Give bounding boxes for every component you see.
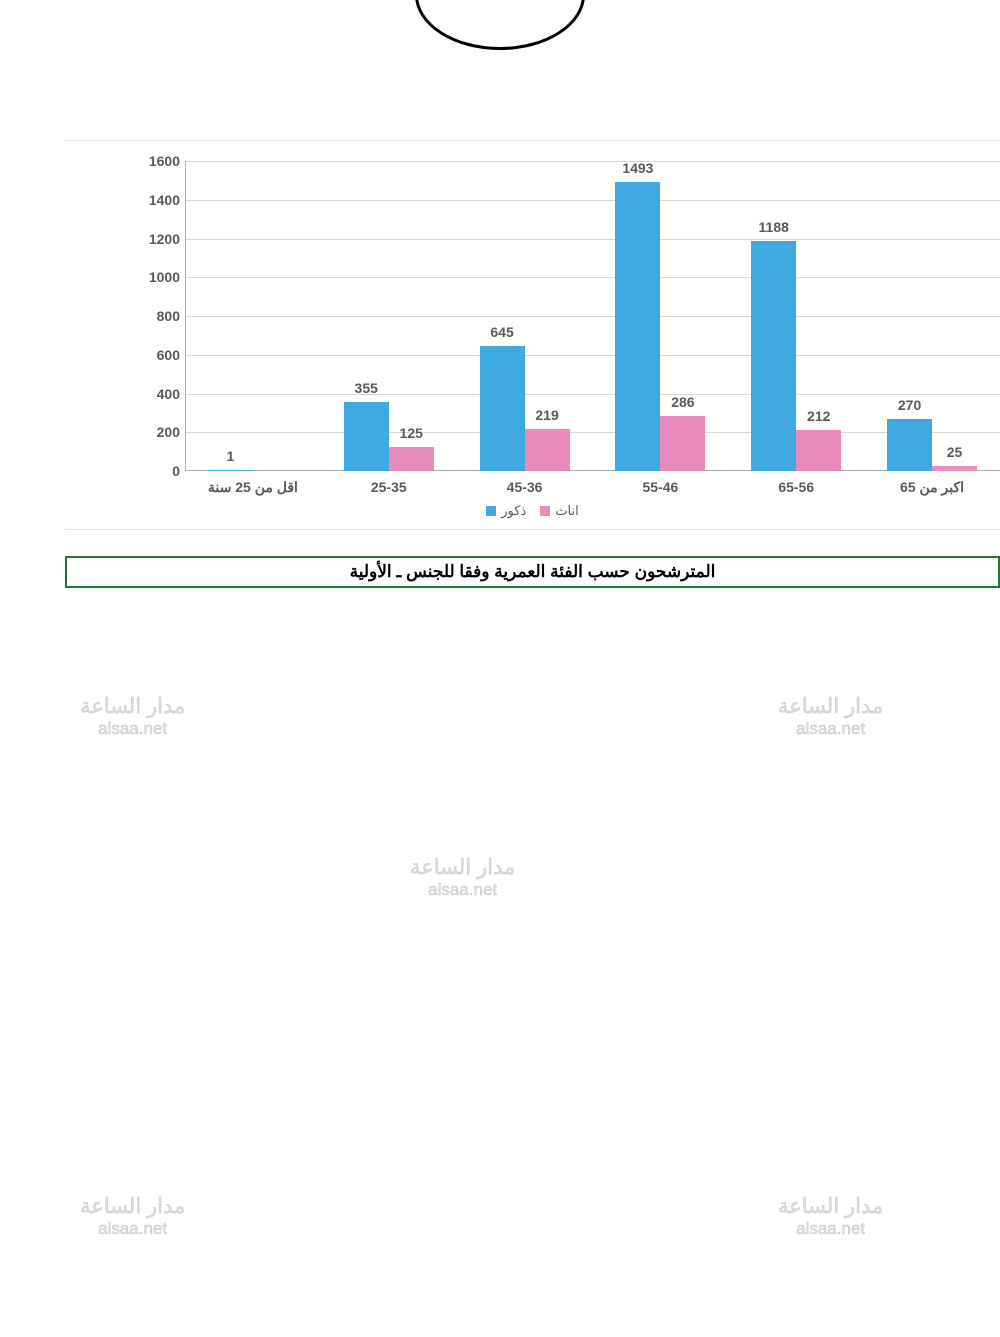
watermark-line1: مدار الساعة xyxy=(778,694,883,719)
chart-xtick: 45-36 xyxy=(457,479,593,496)
chart-bar-value-label: 645 xyxy=(490,324,513,340)
chart-bar-male: 355 xyxy=(344,402,389,471)
chart-ytick: 600 xyxy=(135,347,180,363)
chart-ytick: 1200 xyxy=(135,231,180,247)
chart-bar-value-label: 1188 xyxy=(759,219,789,235)
chart-ytick: 1000 xyxy=(135,269,180,285)
chart-bar-male: 1188 xyxy=(751,241,796,471)
watermark-line1: مدار الساعة xyxy=(80,1194,185,1219)
chart-xaxis-labels: اقل من 25 سنة25-3545-3655-4665-56اكبر من… xyxy=(185,479,1000,496)
watermark: مدار الساعةalsaa.net xyxy=(80,1194,185,1240)
chart-xtick: 65-56 xyxy=(728,479,864,496)
chart-ytick: 1600 xyxy=(135,153,180,169)
watermark: مدار الساعةalsaa.net xyxy=(778,1194,883,1240)
chart-ytick: 200 xyxy=(135,424,180,440)
chart-bar-pair: 355125 xyxy=(321,402,457,471)
chart-bar-female: 212 xyxy=(796,430,841,471)
watermark: مدار الساعةalsaa.net xyxy=(410,855,515,901)
chart-bar-female: 219 xyxy=(525,429,570,471)
watermark-line2: alsaa.net xyxy=(80,1219,185,1239)
chart-bar-male: 645 xyxy=(480,346,525,471)
chart-bar-pair: 1493286 xyxy=(592,182,728,471)
chart-xtick: 25-35 xyxy=(321,479,457,496)
chart-bar-pair: 1 xyxy=(185,470,321,471)
chart-bar-value-label: 219 xyxy=(535,407,558,423)
bar-chart: 13551256452191493286118821227025 اقل من … xyxy=(65,140,1000,530)
chart-category-group: 1188212 xyxy=(728,161,864,471)
chart-category-group: 355125 xyxy=(321,161,457,471)
partial-ellipse-decoration xyxy=(415,0,585,50)
legend-item-male: ذكور xyxy=(486,503,526,519)
chart-xtick: 55-46 xyxy=(592,479,728,496)
chart-title-text: المترشحون حسب الفئة العمرية وفقا للجنس ـ… xyxy=(350,562,716,581)
chart-bar-value-label: 270 xyxy=(898,397,921,413)
chart-bars: 13551256452191493286118821227025 xyxy=(185,161,1000,471)
legend-label-female: اناث xyxy=(555,503,578,519)
chart-bar-male: 270 xyxy=(887,419,932,471)
chart-bar-female: 125 xyxy=(389,447,434,471)
watermark-line1: مدار الساعة xyxy=(778,1194,883,1219)
chart-category-group: 1493286 xyxy=(592,161,728,471)
chart-legend: ذكور اناث xyxy=(65,503,1000,519)
watermark-line2: alsaa.net xyxy=(778,719,883,739)
chart-bar-value-label: 125 xyxy=(400,425,423,441)
chart-ytick: 400 xyxy=(135,386,180,402)
watermark-line2: alsaa.net xyxy=(410,880,515,900)
chart-bar-pair: 645219 xyxy=(457,346,593,471)
chart-bar-female: 25 xyxy=(932,466,977,471)
chart-bar-male: 1493 xyxy=(615,182,660,471)
chart-title: المترشحون حسب الفئة العمرية وفقا للجنس ـ… xyxy=(65,556,1000,588)
chart-bar-pair: 27025 xyxy=(864,419,1000,471)
chart-bar-value-label: 355 xyxy=(355,380,378,396)
watermark: مدار الساعةalsaa.net xyxy=(80,694,185,740)
chart-bar-value-label: 212 xyxy=(807,408,830,424)
watermark-line2: alsaa.net xyxy=(778,1219,883,1239)
watermark: مدار الساعةalsaa.net xyxy=(778,694,883,740)
chart-bar-value-label: 25 xyxy=(947,444,963,460)
watermark-line1: مدار الساعة xyxy=(410,855,515,880)
chart-ytick: 0 xyxy=(135,463,180,479)
chart-bar-value-label: 1 xyxy=(227,448,235,464)
legend-swatch-male xyxy=(486,506,496,516)
chart-bar-value-label: 286 xyxy=(671,394,694,410)
chart-xtick: اقل من 25 سنة xyxy=(185,479,321,496)
chart-category-group: 645219 xyxy=(457,161,593,471)
chart-ytick: 800 xyxy=(135,308,180,324)
chart-ytick: 1400 xyxy=(135,192,180,208)
watermark-line2: alsaa.net xyxy=(80,719,185,739)
legend-item-female: اناث xyxy=(540,503,578,519)
chart-bar-value-label: 1493 xyxy=(622,160,653,176)
legend-label-male: ذكور xyxy=(501,503,526,519)
chart-category-group: 1 xyxy=(185,161,321,471)
watermark-line1: مدار الساعة xyxy=(80,694,185,719)
chart-xtick: اكبر من 65 xyxy=(864,479,1000,496)
legend-swatch-female xyxy=(540,506,550,516)
chart-bar-male: 1 xyxy=(208,470,253,471)
chart-bar-female: 286 xyxy=(660,416,705,471)
chart-bar-pair: 1188212 xyxy=(728,241,864,471)
chart-category-group: 27025 xyxy=(864,161,1000,471)
